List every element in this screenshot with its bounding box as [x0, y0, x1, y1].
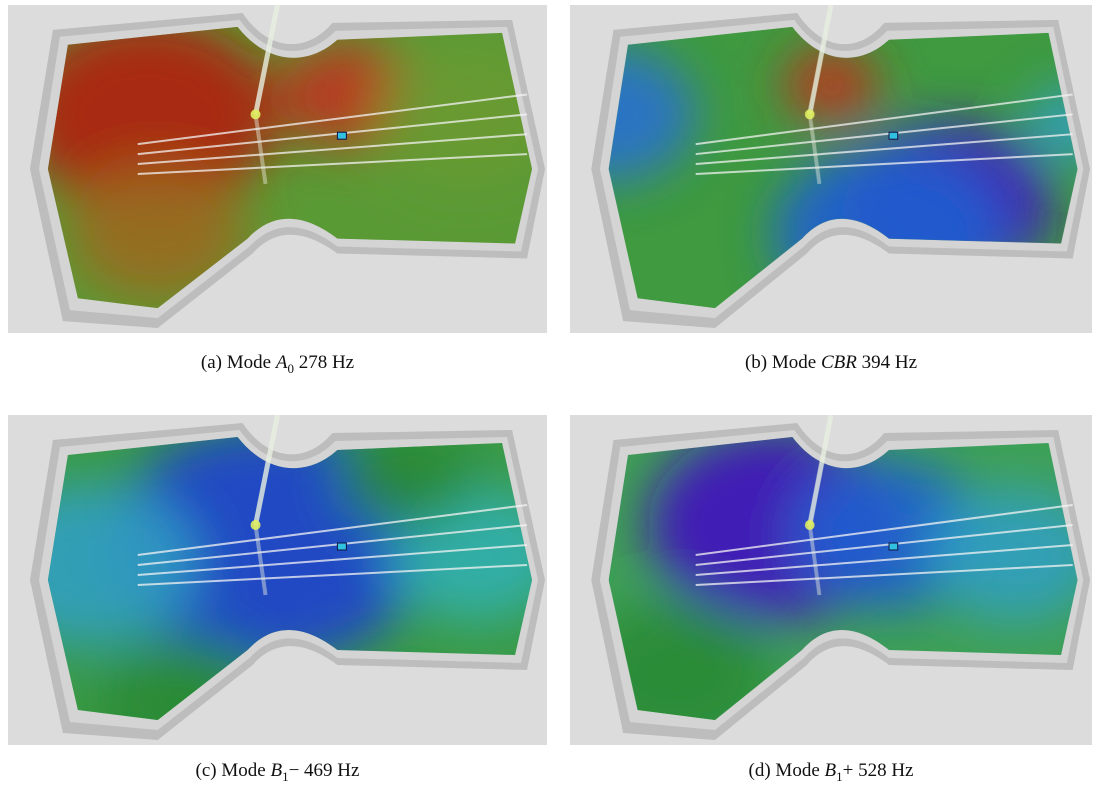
heat-blob: [782, 47, 880, 122]
string: [695, 564, 1073, 586]
heatmap: [47, 26, 533, 309]
string: [137, 524, 528, 566]
probe-shadow: [807, 114, 822, 185]
caption: (c) Mode B1− 469 Hz: [8, 760, 547, 785]
sym: A: [275, 352, 288, 373]
caption: (b) Mode CBR 394 Hz: [570, 352, 1092, 374]
string: [137, 133, 528, 166]
string: [695, 133, 1073, 166]
label: (b): [744, 352, 768, 373]
string: [137, 153, 528, 175]
sym: B: [270, 760, 283, 781]
heat-blobs: [47, 26, 533, 301]
string: [695, 544, 1073, 576]
probe: [253, 415, 280, 526]
string: [695, 93, 1073, 146]
caption: (a) Mode A0 278 Hz: [8, 352, 547, 377]
string: [695, 153, 1073, 175]
suffix: 528 Hz: [858, 760, 914, 781]
heat-blob: [337, 437, 478, 528]
probe-tip: [250, 109, 261, 120]
suffix: 394 Hz: [861, 352, 918, 373]
suffix: 278 Hz: [298, 352, 355, 373]
marker: [336, 131, 347, 140]
subscript: 1: [836, 768, 843, 784]
string: [137, 544, 528, 576]
prefix: Mode: [771, 352, 817, 373]
heat-blob: [67, 166, 248, 301]
mode-image: [570, 415, 1092, 745]
sign: −: [288, 760, 300, 781]
probe: [807, 5, 834, 115]
string: [695, 504, 1073, 556]
marker: [888, 542, 899, 551]
probe: [807, 415, 834, 526]
mode-image: [570, 5, 1092, 333]
marker: [336, 542, 347, 551]
mode-shape: [570, 5, 1092, 333]
string: [137, 113, 528, 156]
string: [137, 93, 528, 146]
label: (d): [748, 760, 771, 781]
probe-shadow: [253, 114, 268, 185]
string: [137, 504, 528, 556]
prefix: Mode: [226, 352, 272, 373]
prefix: Mode: [775, 760, 820, 781]
sign: +: [842, 760, 854, 781]
probe-tip: [804, 109, 815, 120]
string: [695, 524, 1073, 566]
heat-blob: [47, 26, 278, 212]
probe-tip: [250, 520, 261, 530]
mode-shape: [8, 415, 547, 745]
mode-shape: [570, 415, 1092, 745]
sym: B: [824, 760, 837, 781]
label: (c): [195, 760, 217, 781]
mode-image: [8, 5, 547, 333]
probe: [253, 5, 280, 115]
heat-blobs: [608, 437, 1078, 720]
sym: CBR: [820, 352, 857, 373]
suffix: 469 Hz: [304, 760, 360, 781]
prefix: Mode: [221, 760, 266, 781]
probe-shadow: [253, 524, 268, 596]
heat-blob: [377, 47, 533, 182]
subscript: 1: [282, 768, 289, 784]
mode-shape: [8, 5, 547, 333]
string: [137, 564, 528, 586]
heat-blob: [927, 487, 1078, 623]
label: (a): [200, 352, 222, 373]
marker: [888, 131, 899, 140]
probe-shadow: [807, 524, 822, 596]
subscript: 0: [287, 360, 294, 376]
heat-blob: [608, 47, 696, 182]
heat-blob: [47, 482, 198, 648]
caption: (d) Mode B1+ 528 Hz: [570, 760, 1092, 785]
probe-tip: [804, 520, 815, 530]
mode-image: [8, 415, 547, 745]
string: [695, 113, 1073, 156]
